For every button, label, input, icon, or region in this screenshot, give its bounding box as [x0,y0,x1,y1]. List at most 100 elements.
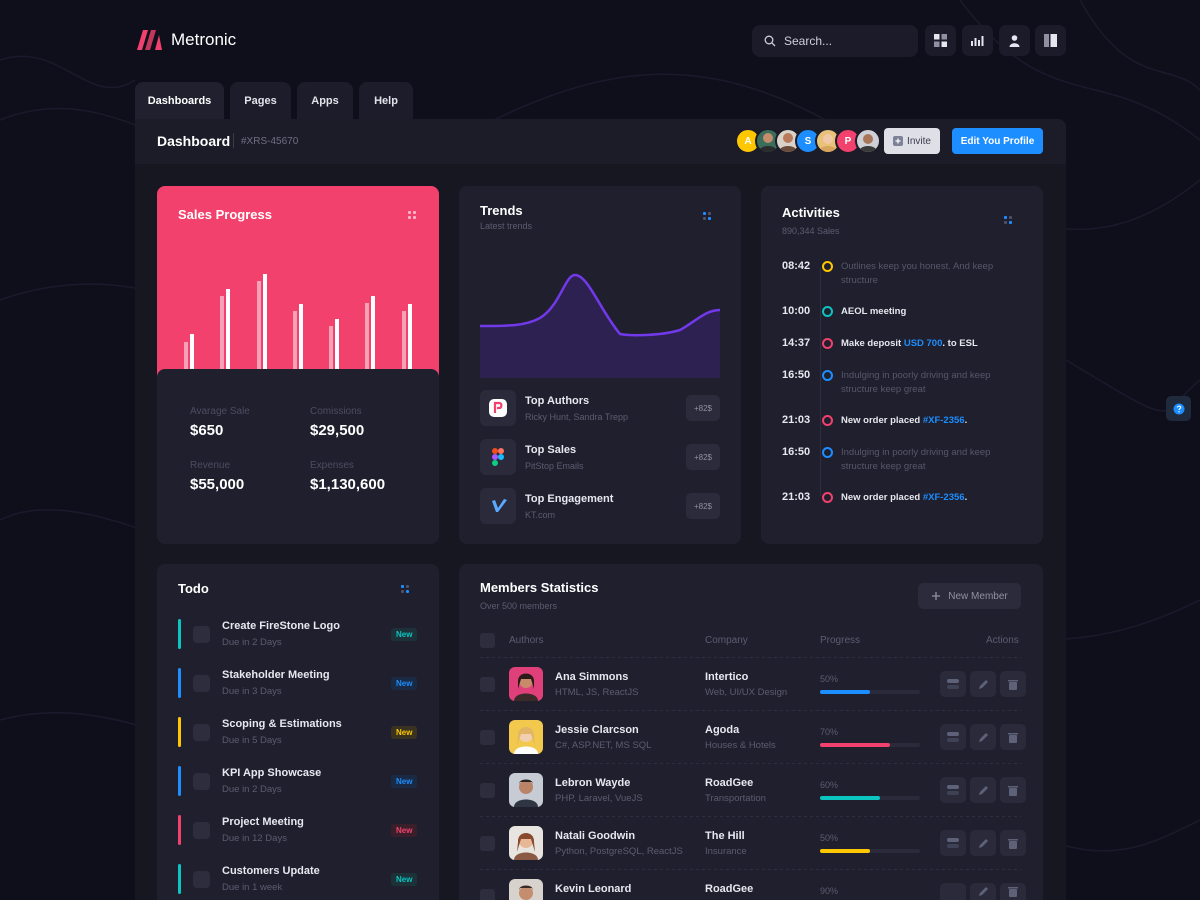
toggle-button[interactable] [940,830,966,856]
card-menu-icon[interactable] [408,211,416,219]
tab-apps[interactable]: Apps [297,82,353,119]
invite-button[interactable]: Invite [884,128,940,154]
avatar-photo-icon [779,133,797,152]
edit-button[interactable] [970,830,996,856]
brand-logo[interactable]: Metronic [135,29,236,51]
avatar [509,826,543,860]
edit-button[interactable] [970,777,996,803]
todo-checkbox[interactable] [193,723,210,741]
toggle-icon [947,838,959,848]
todo-item[interactable]: Customers Update Due in 1 week [178,864,320,894]
member-company: Agoda Houses & Hotels [705,724,776,751]
trend-item[interactable]: Top Engagement KT.com [480,488,613,524]
delete-button[interactable] [1000,883,1026,900]
column-company[interactable]: Company [705,635,748,646]
activity-text: AEOL meeting [841,306,907,317]
delete-button[interactable] [1000,671,1026,697]
new-member-button[interactable]: New Member [918,583,1021,609]
todo-text: Scoping & Estimations Due in 5 Days [222,718,342,746]
timeline-dot [822,447,833,458]
member-name[interactable]: Lebron Wayde [555,777,631,789]
row-checkbox[interactable] [480,783,495,798]
help-button[interactable] [1166,396,1191,421]
card-menu-icon[interactable] [1004,216,1012,224]
row-actions [940,883,1026,900]
todo-item[interactable]: KPI App Showcase Due in 2 Days [178,766,321,796]
todo-item[interactable]: Stakeholder Meeting Due in 3 Days [178,668,330,698]
order-link[interactable]: #XF-2356 [922,492,965,503]
todo-item[interactable]: Create FireStone Logo Due in 2 Days [178,619,340,649]
stat-label: Comissions [310,406,362,417]
todo-item-title: Stakeholder Meeting [222,669,330,681]
todo-item[interactable]: Project Meeting Due in 12 Days [178,815,304,845]
user-icon [1009,34,1020,47]
trend-text: Top Engagement KT.com [525,493,613,520]
row-checkbox[interactable] [480,677,495,692]
todo-checkbox[interactable] [193,821,210,839]
select-all-checkbox[interactable] [480,633,495,648]
page-title: Dashboard [157,133,231,149]
progress-fill [820,743,890,747]
tab-help[interactable]: Help [359,82,413,119]
deposit-link[interactable]: USD 700 [903,338,943,349]
toggle-button[interactable] [940,671,966,697]
member-name[interactable]: Kevin Leonard [555,883,632,895]
column-authors[interactable]: Authors [509,635,544,646]
members-title: Members Statistics [480,580,599,595]
card-menu-icon[interactable] [401,585,409,593]
member-name[interactable]: Natali Goodwin [555,830,636,842]
column-progress[interactable]: Progress [820,635,861,646]
tab-dashboards[interactable]: Dashboards [135,82,224,119]
edit-button[interactable] [970,671,996,697]
card-menu-icon[interactable] [703,212,711,220]
company-sub: Insurance [705,846,747,857]
trend-item[interactable]: Top Sales PitStop Emails [480,439,584,475]
member-info: Ana Simmons HTML, JS, ReactJS [555,671,638,698]
stats-button[interactable] [962,25,993,56]
todo-checkbox[interactable] [193,674,210,692]
pencil-icon [978,887,988,896]
row-checkbox[interactable] [480,730,495,745]
todo-checkbox[interactable] [193,870,210,888]
pencil-icon [978,732,988,742]
member-name[interactable]: Ana Simmons [555,671,629,683]
company-name: The Hill [705,830,745,842]
layout-button[interactable] [1035,25,1066,56]
team-avatars[interactable]: A S P [735,128,881,154]
toggle-button[interactable] [940,883,966,900]
row-checkbox[interactable] [480,836,495,851]
search-box[interactable]: Search... [752,25,918,57]
member-photo-icon [514,779,538,807]
order-link[interactable]: #XF-2356 [922,415,965,426]
todo-checkbox[interactable] [193,772,210,790]
timeline-dot [822,415,833,426]
avatar[interactable] [855,128,881,154]
row-checkbox[interactable] [480,889,495,900]
todo-checkbox[interactable] [193,625,210,643]
tab-pages[interactable]: Pages [230,82,291,119]
member-name[interactable]: Jessie Clarcson [555,724,639,736]
edit-button[interactable] [970,724,996,750]
delete-button[interactable] [1000,830,1026,856]
progress-track [820,796,920,800]
edit-profile-button[interactable]: Edit You Profile [952,128,1043,154]
member-progress: 70% [820,727,920,747]
delete-button[interactable] [1000,724,1026,750]
trend-item[interactable]: Top Authors Ricky Hunt, Sandra Trepp [480,390,628,426]
toggle-button[interactable] [940,777,966,803]
toggle-button[interactable] [940,724,966,750]
search-input[interactable]: Search... [784,34,833,48]
stat-revenue: Revenue $55,000 [190,460,244,493]
edit-button[interactable] [970,883,996,900]
activity-item: 16:50 Indulging in poorly driving and ke… [782,369,1026,397]
trend-sub: PitStop Emails [525,460,584,471]
grid-button[interactable] [925,25,956,56]
progress-percent: 70% [820,727,839,737]
delete-button[interactable] [1000,777,1026,803]
trend-title: Top Engagement [525,492,614,505]
user-button[interactable] [999,25,1030,56]
todo-item[interactable]: Scoping & Estimations Due in 5 Days [178,717,342,747]
toggle-icon [947,732,959,742]
trend-text: Top Sales PitStop Emails [525,444,584,471]
member-info: Lebron Wayde PHP, Laravel, VueJS [555,777,643,804]
